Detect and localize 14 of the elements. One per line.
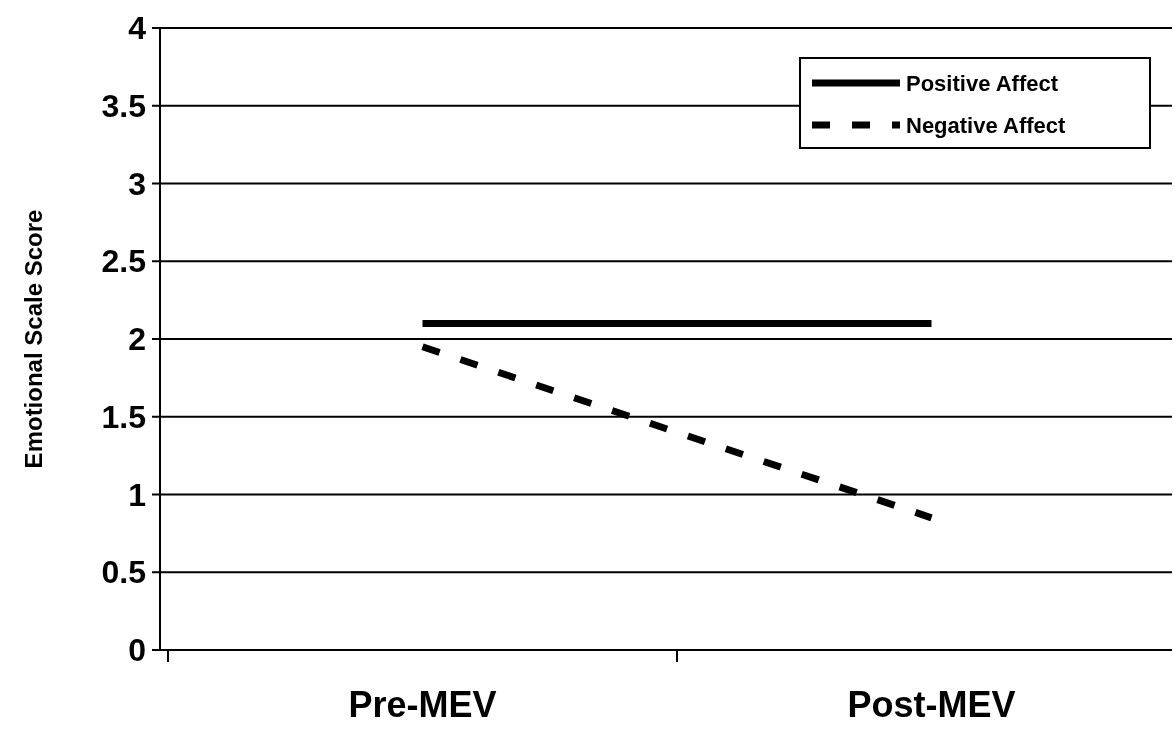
y-tick-label: 3.5: [101, 87, 146, 124]
x-tick-label: Post-MEV: [847, 684, 1016, 725]
y-tick-label: 2: [128, 321, 146, 358]
y-tick-label: 0.5: [101, 554, 146, 591]
y-tick-label: 3: [128, 165, 146, 202]
y-tick-label: 1: [128, 476, 146, 513]
y-tick-label: 4: [128, 10, 147, 47]
legend-label: Negative Affect: [906, 112, 1067, 138]
x-tick-label: Pre-MEV: [348, 684, 497, 725]
y-axis-title: Emotional Scale Score: [20, 209, 47, 469]
legend-label: Positive Affect: [906, 70, 1059, 96]
y-tick-label: 1.5: [101, 398, 146, 435]
y-tick-label: 2.5: [101, 243, 146, 280]
y-tick-label: 0: [128, 632, 146, 669]
